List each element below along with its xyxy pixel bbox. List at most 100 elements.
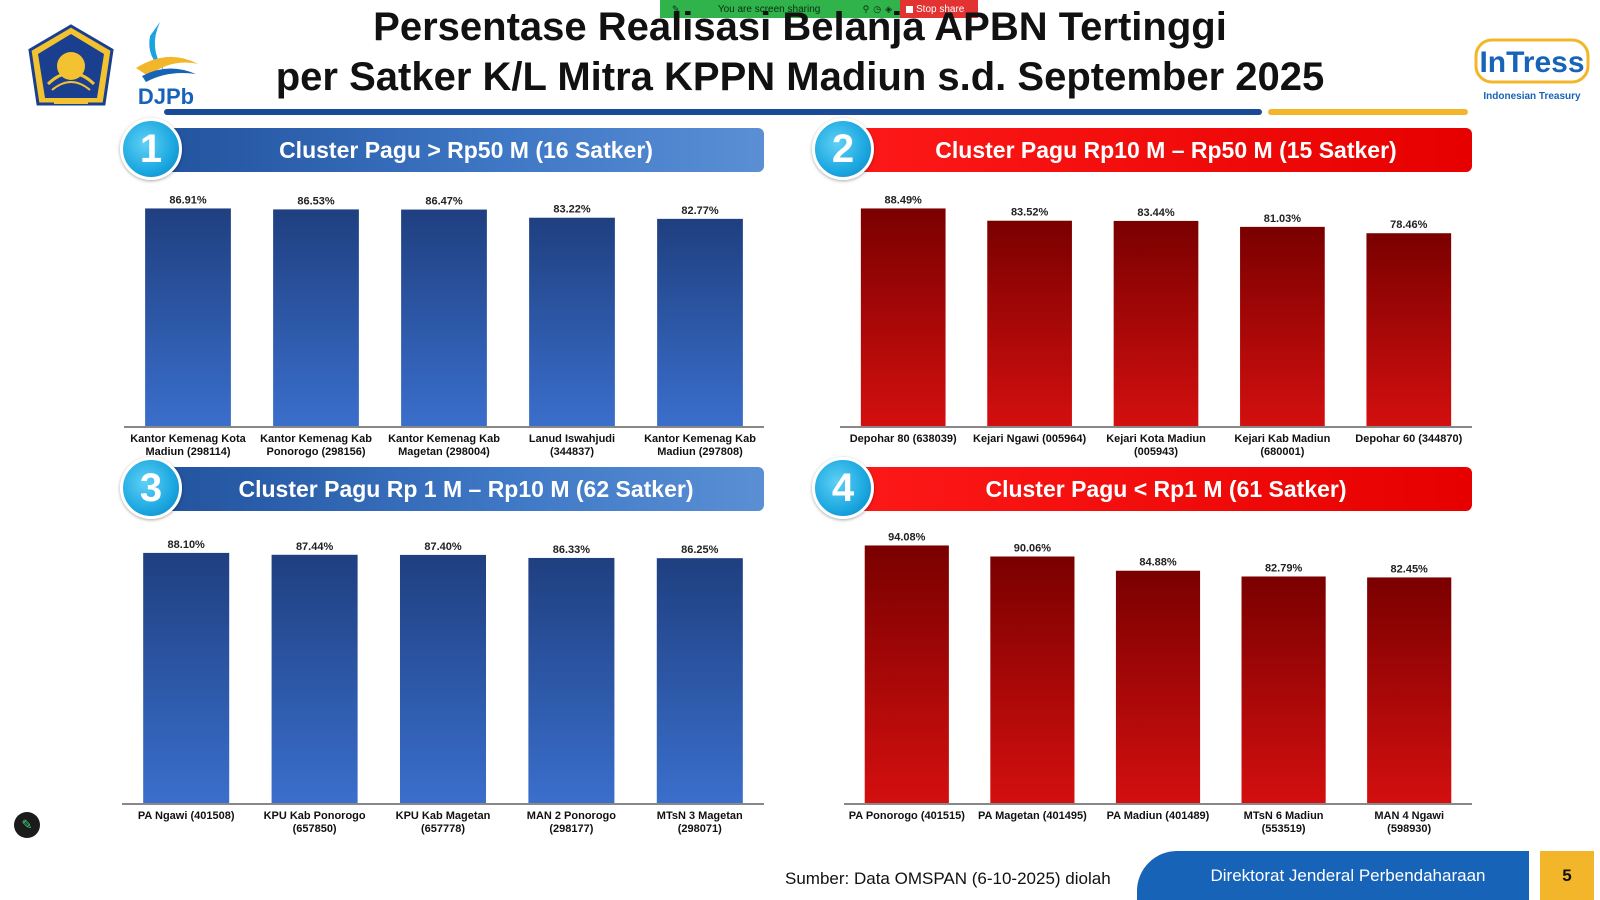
cluster-4-bar-5 [1367, 577, 1452, 804]
cluster-4-bar-2 [990, 556, 1075, 804]
cluster-3-bar-5-value-label: 86.25% [681, 544, 719, 556]
cluster-1-bar-5 [657, 218, 743, 427]
djpb-logo-text: DJPb [137, 84, 195, 109]
cluster-4-category-4-label-line-2: (553519) [1262, 823, 1306, 835]
cluster-4-chart-svg: 94.08% PA Ponorogo (401515) 90.06% PA Maget… [844, 531, 1472, 835]
cluster-2-chart-svg: 88.49% Depohar 80 (638039) 83.52% Kejari Ng… [840, 194, 1472, 458]
cluster-3-bar-4-value-label: 86.33% [553, 544, 591, 556]
cluster-4-bar-4 [1241, 576, 1326, 804]
cluster-1-bar-1-value-label: 86.91% [169, 194, 207, 206]
cluster-3-bar-3 [399, 554, 487, 804]
title-divider-blue [164, 109, 1262, 115]
cluster-3-category-2-label-line-2: (657850) [293, 823, 337, 835]
cluster-3-bar-2 [271, 554, 358, 804]
screen-share-bar: ✎ You are screen sharing ⚲ ◷ ◈ Stop shar… [660, 0, 978, 18]
kemenkeu-logo [26, 24, 116, 112]
cluster-2-bar-1 [860, 208, 946, 427]
cluster-1-bar-3 [401, 209, 487, 427]
cluster-1-category-3-label-line-2: Magetan (298004) [398, 446, 490, 458]
cluster-1-category-2-label-line-1: Kantor Kemenag Kab [260, 433, 372, 445]
cluster-4-bar-3 [1115, 570, 1201, 804]
cluster-2-bar-2-value-label: 83.52% [1011, 207, 1049, 219]
cluster-3-number-badge: 3 [120, 457, 182, 519]
title-line-1: Persentase Realisasi Belanja APBN Tertin… [373, 5, 1227, 49]
cluster-2-bar-5 [1366, 233, 1452, 427]
cluster-2-category-4-label-line-2: (680001) [1260, 446, 1304, 458]
shield-icon[interactable]: ◈ [885, 3, 892, 14]
cluster-4-category-2-label-line-1: PA Magetan (401495) [978, 810, 1087, 822]
cluster-2-bar-3 [1113, 220, 1199, 427]
cluster-4-bar-1 [864, 545, 949, 804]
cluster-3-bar-3-value-label: 87.40% [424, 541, 462, 553]
cluster-3-chart-svg: 88.10% PA Ngawi (401508) 87.44% KPU Kab Pon… [122, 539, 764, 835]
cluster-1-bar-5-value-label: 82.77% [681, 205, 719, 217]
cluster-2-title: Cluster Pagu Rp10 M – Rp50 M (15 Satker) [935, 136, 1397, 163]
cluster-4-number-badge: 4 [812, 457, 874, 519]
cluster-4-chart: 94.08% PA Ponorogo (401515) 90.06% PA Maget… [844, 522, 1472, 840]
cluster-4-bar-1-value-label: 94.08% [888, 531, 926, 543]
cluster-3-header: Cluster Pagu Rp 1 M – Rp10 M (62 Satker) [128, 467, 764, 511]
cluster-4-bar-2-value-label: 90.06% [1014, 543, 1052, 555]
cluster-2-bar-1-value-label: 88.49% [885, 194, 923, 206]
cluster-1-category-1-label-line-2: Madiun (298114) [146, 446, 231, 458]
cluster-3-bar-5 [656, 558, 743, 804]
mic-icon[interactable]: ⚲ [862, 3, 870, 14]
cluster-3-category-1-label-line-1: PA Ngawi (401508) [138, 810, 235, 822]
cluster-3-category-5-label-line-2: (298071) [678, 823, 722, 835]
cluster-2-category-3-label-line-2: (005943) [1134, 446, 1178, 458]
cluster-4-category-4-label-line-1: MTsN 6 Madiun [1244, 810, 1324, 822]
stop-share-label: Stop share [916, 3, 965, 15]
cluster-1-bar-2-value-label: 86.53% [297, 195, 335, 207]
footer-org-name: Direktorat Jenderal Perbendaharaan [1210, 865, 1486, 885]
cluster-1-number-badge: 1 [120, 118, 182, 180]
pause-icon[interactable]: ◷ [873, 3, 882, 14]
cluster-1-header: Cluster Pagu > Rp50 M (16 Satker) [128, 128, 764, 172]
cluster-2-bar-4 [1240, 226, 1325, 427]
cluster-1-bar-2 [273, 209, 359, 427]
annotate-pen-icon[interactable]: ✎ [14, 812, 40, 838]
screen-share-status: ✎ You are screen sharing ⚲ ◷ ◈ [660, 0, 900, 18]
cluster-1-category-5-label-line-1: Kantor Kemenag Kab [644, 433, 756, 445]
intress-logo-text: InTress [1479, 46, 1584, 79]
cluster-4-category-3-label-line-1: PA Madiun (401489) [1107, 810, 1210, 822]
cluster-2-chart: 88.49% Depohar 80 (638039) 83.52% Kejari Ng… [840, 188, 1472, 463]
cluster-1-bar-4 [529, 217, 615, 427]
title-line-2: per Satker K/L Mitra KPPN Madiun s.d. Se… [275, 55, 1325, 99]
cluster-1-category-1-label-line-1: Kantor Kemenag Kota [130, 433, 246, 445]
cluster-2-header: Cluster Pagu Rp10 M – Rp50 M (15 Satker) [820, 128, 1472, 172]
cluster-2-number-badge: 2 [812, 118, 874, 180]
cluster-2-bar-5-value-label: 78.46% [1390, 219, 1428, 231]
cluster-1-bar-4-value-label: 83.22% [553, 204, 591, 216]
cluster-4-bar-4-value-label: 82.79% [1265, 562, 1303, 574]
cluster-3-chart: 88.10% PA Ngawi (401508) 87.44% KPU Kab Pon… [122, 530, 764, 840]
cluster-3-bar-1 [143, 552, 230, 804]
cluster-1-title: Cluster Pagu > Rp50 M (16 Satker) [279, 136, 653, 163]
page-title: Persentase Realisasi Belanja APBN Tertin… [210, 2, 1390, 102]
cluster-2-bar-4-value-label: 81.03% [1264, 213, 1302, 225]
intress-subtitle: Indonesian Treasury [1483, 91, 1581, 102]
cluster-4-bar-5-value-label: 82.45% [1391, 563, 1429, 575]
cluster-1-category-4-label-line-1: Lanud Iswahjudi [529, 433, 615, 445]
cluster-2-bar-2 [987, 220, 1072, 427]
cluster-3-title: Cluster Pagu Rp 1 M – Rp10 M (62 Satker) [238, 475, 694, 502]
pin-icon[interactable]: ✎ [672, 3, 680, 14]
cluster-4-bar-3-value-label: 84.88% [1139, 557, 1177, 569]
cluster-4-title: Cluster Pagu < Rp1 M (61 Satker) [985, 475, 1347, 502]
cluster-3-category-3-label-line-1: KPU Kab Magetan [396, 810, 491, 822]
source-note: Sumber: Data OMSPAN (6-10-2025) diolah [785, 869, 1111, 888]
cluster-4-category-5-label-line-1: MAN 4 Ngawi [1374, 810, 1444, 822]
cluster-1-category-5-label-line-2: Madiun (297808) [657, 446, 743, 458]
page-number: 5 [1540, 851, 1594, 900]
cluster-1-bar-3-value-label: 86.47% [425, 196, 463, 208]
cluster-1-chart: 86.91% Kantor Kemenag Kota Madiun (298114)… [124, 188, 764, 463]
title-divider-yellow [1268, 109, 1468, 115]
cluster-1-category-4-label-line-2: (344837) [550, 446, 594, 458]
cluster-1-category-3-label-line-1: Kantor Kemenag Kab [388, 433, 500, 445]
stop-icon [906, 5, 913, 13]
cluster-4-category-5-label-line-2: (598930) [1387, 823, 1431, 835]
cluster-3-category-5-label-line-1: MTsN 3 Magetan [657, 810, 743, 822]
stop-share-button[interactable]: Stop share [900, 0, 978, 18]
djpb-logo: DJPb [128, 18, 204, 110]
